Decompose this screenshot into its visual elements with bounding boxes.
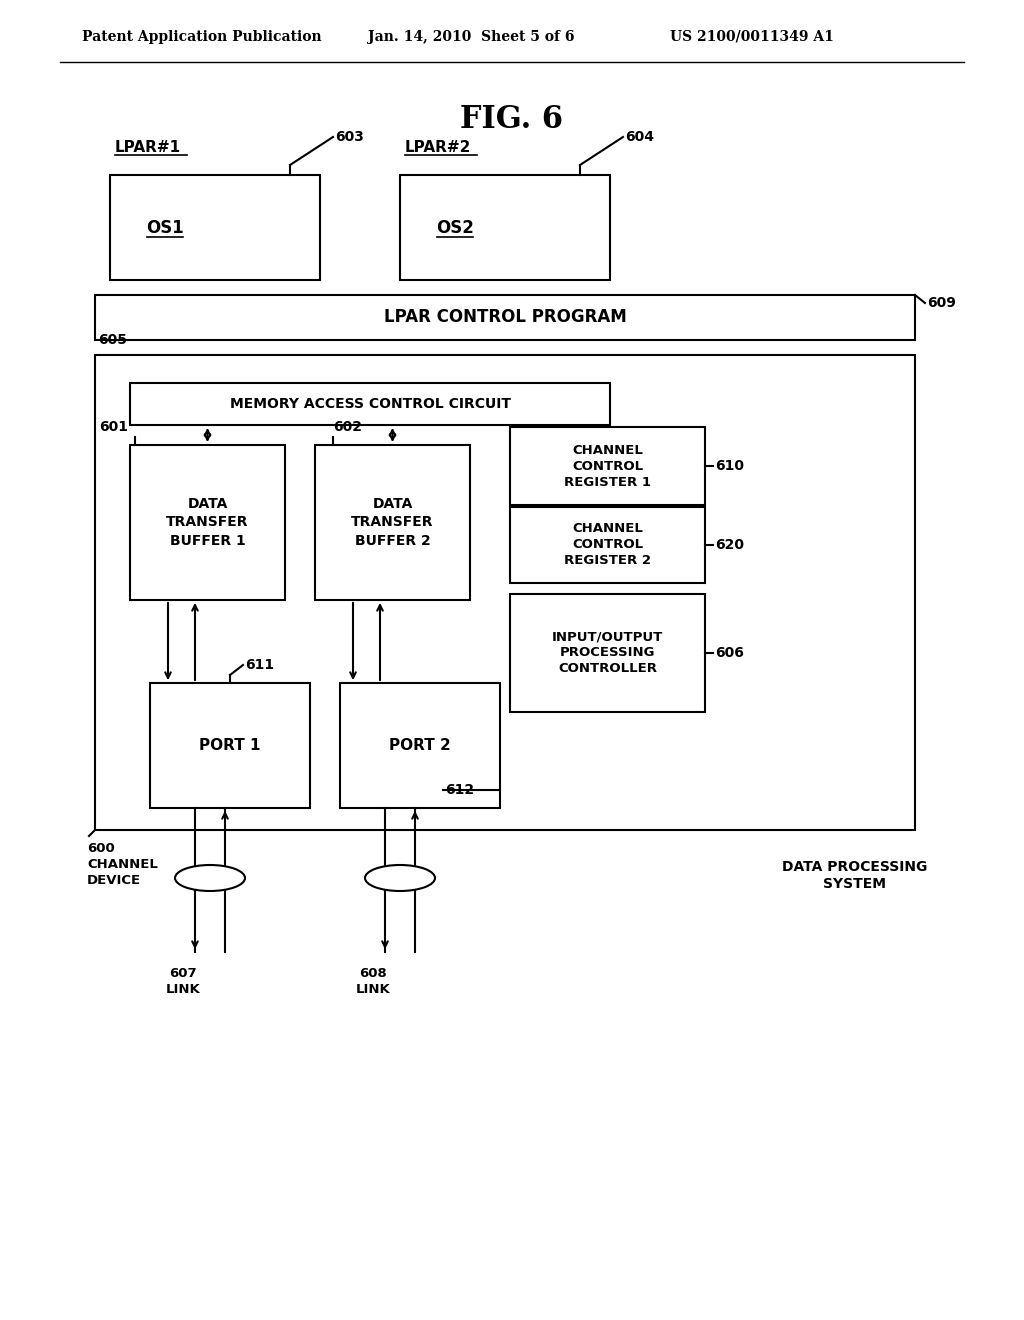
Text: OS1: OS1 xyxy=(146,219,184,238)
Text: FIG. 6: FIG. 6 xyxy=(461,104,563,136)
Text: LPAR#2: LPAR#2 xyxy=(406,140,471,154)
Bar xyxy=(95,355,915,830)
Text: Jan. 14, 2010  Sheet 5 of 6: Jan. 14, 2010 Sheet 5 of 6 xyxy=(368,30,574,44)
Ellipse shape xyxy=(175,865,245,891)
Text: 601: 601 xyxy=(99,420,128,434)
Bar xyxy=(315,445,470,601)
Bar xyxy=(130,445,285,601)
Text: 604: 604 xyxy=(625,129,654,144)
Text: PORT 2: PORT 2 xyxy=(389,738,451,752)
Bar xyxy=(340,682,500,808)
Bar xyxy=(510,594,705,711)
Text: INPUT/OUTPUT
PROCESSING
CONTROLLER: INPUT/OUTPUT PROCESSING CONTROLLER xyxy=(552,631,664,676)
Text: 620: 620 xyxy=(715,539,744,552)
Text: LPAR#1: LPAR#1 xyxy=(115,140,181,154)
Text: Patent Application Publication: Patent Application Publication xyxy=(82,30,322,44)
Text: US 2100/0011349 A1: US 2100/0011349 A1 xyxy=(670,30,834,44)
Text: CHANNEL
CONTROL
REGISTER 1: CHANNEL CONTROL REGISTER 1 xyxy=(564,444,651,488)
Bar xyxy=(510,426,705,506)
Bar xyxy=(130,383,610,425)
Bar xyxy=(510,507,705,583)
Text: 607
LINK: 607 LINK xyxy=(166,968,201,997)
Text: 605: 605 xyxy=(98,333,127,347)
Bar xyxy=(110,176,319,280)
Bar xyxy=(150,682,310,808)
Text: PORT 1: PORT 1 xyxy=(200,738,261,752)
Text: OS2: OS2 xyxy=(436,219,474,238)
Text: 602: 602 xyxy=(333,420,362,434)
Text: DATA PROCESSING
SYSTEM: DATA PROCESSING SYSTEM xyxy=(782,861,928,891)
Text: 603: 603 xyxy=(335,129,364,144)
Text: 610: 610 xyxy=(715,459,744,473)
Text: DATA
TRANSFER
BUFFER 1: DATA TRANSFER BUFFER 1 xyxy=(166,498,249,548)
Bar xyxy=(95,294,915,341)
Text: 611: 611 xyxy=(245,657,274,672)
Text: 606: 606 xyxy=(715,645,743,660)
Text: CHANNEL
CONTROL
REGISTER 2: CHANNEL CONTROL REGISTER 2 xyxy=(564,523,651,568)
Text: 612: 612 xyxy=(445,783,474,797)
Text: 600
CHANNEL
DEVICE: 600 CHANNEL DEVICE xyxy=(87,842,158,887)
Text: LPAR CONTROL PROGRAM: LPAR CONTROL PROGRAM xyxy=(384,309,627,326)
Text: 608
LINK: 608 LINK xyxy=(355,968,390,997)
Bar xyxy=(400,176,610,280)
Text: DATA
TRANSFER
BUFFER 2: DATA TRANSFER BUFFER 2 xyxy=(351,498,434,548)
Ellipse shape xyxy=(365,865,435,891)
Text: 609: 609 xyxy=(927,296,955,310)
Text: MEMORY ACCESS CONTROL CIRCUIT: MEMORY ACCESS CONTROL CIRCUIT xyxy=(229,397,511,411)
